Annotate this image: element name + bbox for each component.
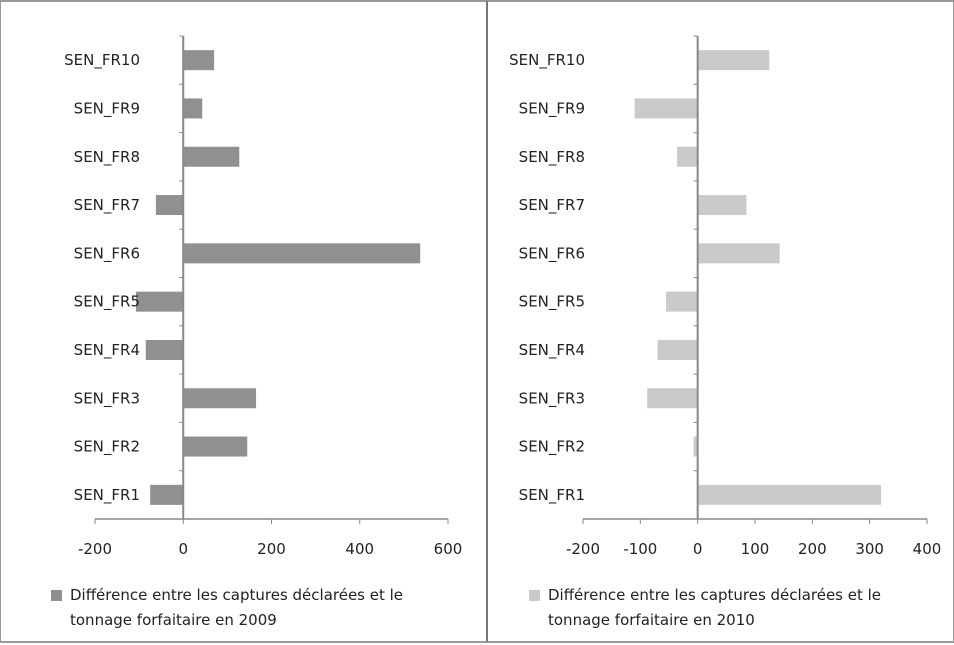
bar-sen-fr7 bbox=[155, 195, 184, 216]
legend-swatch-2010 bbox=[529, 590, 540, 601]
bar-sen-fr4 bbox=[657, 339, 698, 360]
x-tick-label: -200 bbox=[78, 540, 112, 558]
bar-sen-fr7 bbox=[697, 195, 747, 216]
category-label: SEN_FR2 bbox=[519, 438, 585, 457]
x-tick-label: 400 bbox=[345, 540, 374, 558]
bar-sen-fr10 bbox=[183, 50, 215, 71]
x-tick-label: -200 bbox=[566, 540, 600, 558]
category-label: SEN_FR5 bbox=[74, 293, 140, 312]
bar-sen-fr1 bbox=[150, 484, 184, 505]
bar-sen-fr8 bbox=[677, 146, 698, 167]
bar-chart-2010: SEN_FR1 SEN_FR2 SEN_FR3 SEN_FR4 SEN_FR5 SEN_F… bbox=[509, 35, 942, 558]
category-label: SEN_FR6 bbox=[74, 244, 140, 263]
bar-sen-fr2 bbox=[693, 436, 698, 457]
category-label: SEN_FR2 bbox=[74, 438, 140, 457]
x-tick-label: 400 bbox=[913, 540, 942, 558]
category-label: SEN_FR5 bbox=[519, 293, 585, 312]
bar-chart-2009: SEN_FR1 SEN_FR2 SEN_FR3 SEN_FR4 SEN_FR5 SEN_F… bbox=[64, 35, 463, 558]
category-label: SEN_FR1 bbox=[519, 486, 585, 505]
chart-panel-2009: SEN_FR1 SEN_FR2 SEN_FR3 SEN_FR4 SEN_FR5 SEN_F… bbox=[0, 0, 487, 643]
x-tick-label: 200 bbox=[257, 540, 286, 558]
category-label: SEN_FR8 bbox=[74, 148, 140, 167]
category-label: SEN_FR3 bbox=[519, 389, 585, 408]
chart-panel-2010: SEN_FR1 SEN_FR2 SEN_FR3 SEN_FR4 SEN_FR5 SEN_F… bbox=[487, 0, 954, 643]
x-tick-label: 200 bbox=[798, 540, 827, 558]
legend-label-2009: Différence entre les captures déclarées … bbox=[70, 586, 404, 629]
category-label: SEN_FR1 bbox=[74, 486, 140, 505]
bar-sen-fr6 bbox=[697, 243, 780, 264]
x-tick-label: -100 bbox=[623, 540, 657, 558]
bar-sen-fr6 bbox=[183, 243, 421, 264]
category-label: SEN_FR8 bbox=[519, 148, 585, 167]
bar-sen-fr2 bbox=[183, 436, 248, 457]
x-tick-label: 300 bbox=[855, 540, 884, 558]
category-label: SEN_FR9 bbox=[74, 99, 140, 118]
category-label: SEN_FR10 bbox=[509, 51, 585, 70]
bar-sen-fr5 bbox=[136, 291, 184, 312]
bar-sen-fr9 bbox=[183, 98, 203, 119]
category-label: SEN_FR3 bbox=[74, 389, 140, 408]
legend-2010: Différence entre les captures déclarées … bbox=[529, 583, 943, 633]
x-tick-label: 0 bbox=[178, 540, 188, 558]
bar-sen-fr10 bbox=[697, 50, 770, 71]
bar-sen-fr9 bbox=[634, 98, 698, 119]
x-tick-label: 0 bbox=[693, 540, 703, 558]
bar-sen-fr4 bbox=[145, 339, 184, 360]
bar-sen-fr3 bbox=[183, 388, 257, 409]
category-label: SEN_FR4 bbox=[74, 341, 140, 360]
category-label: SEN_FR6 bbox=[519, 244, 585, 263]
x-tick-label: 600 bbox=[434, 540, 463, 558]
category-label: SEN_FR10 bbox=[64, 51, 140, 70]
legend-swatch-2009 bbox=[51, 590, 62, 601]
x-tick-label: 100 bbox=[741, 540, 770, 558]
bar-sen-fr3 bbox=[647, 388, 698, 409]
legend-2009: Différence entre les captures déclarées … bbox=[51, 583, 465, 633]
legend-label-2010: Différence entre les captures déclarées … bbox=[548, 586, 882, 629]
category-label: SEN_FR7 bbox=[519, 196, 585, 215]
bar-sen-fr5 bbox=[666, 291, 698, 312]
bar-sen-fr1 bbox=[697, 484, 882, 505]
category-label: SEN_FR9 bbox=[519, 99, 585, 118]
category-label: SEN_FR4 bbox=[519, 341, 585, 360]
category-label: SEN_FR7 bbox=[74, 196, 140, 215]
bar-sen-fr8 bbox=[183, 146, 240, 167]
